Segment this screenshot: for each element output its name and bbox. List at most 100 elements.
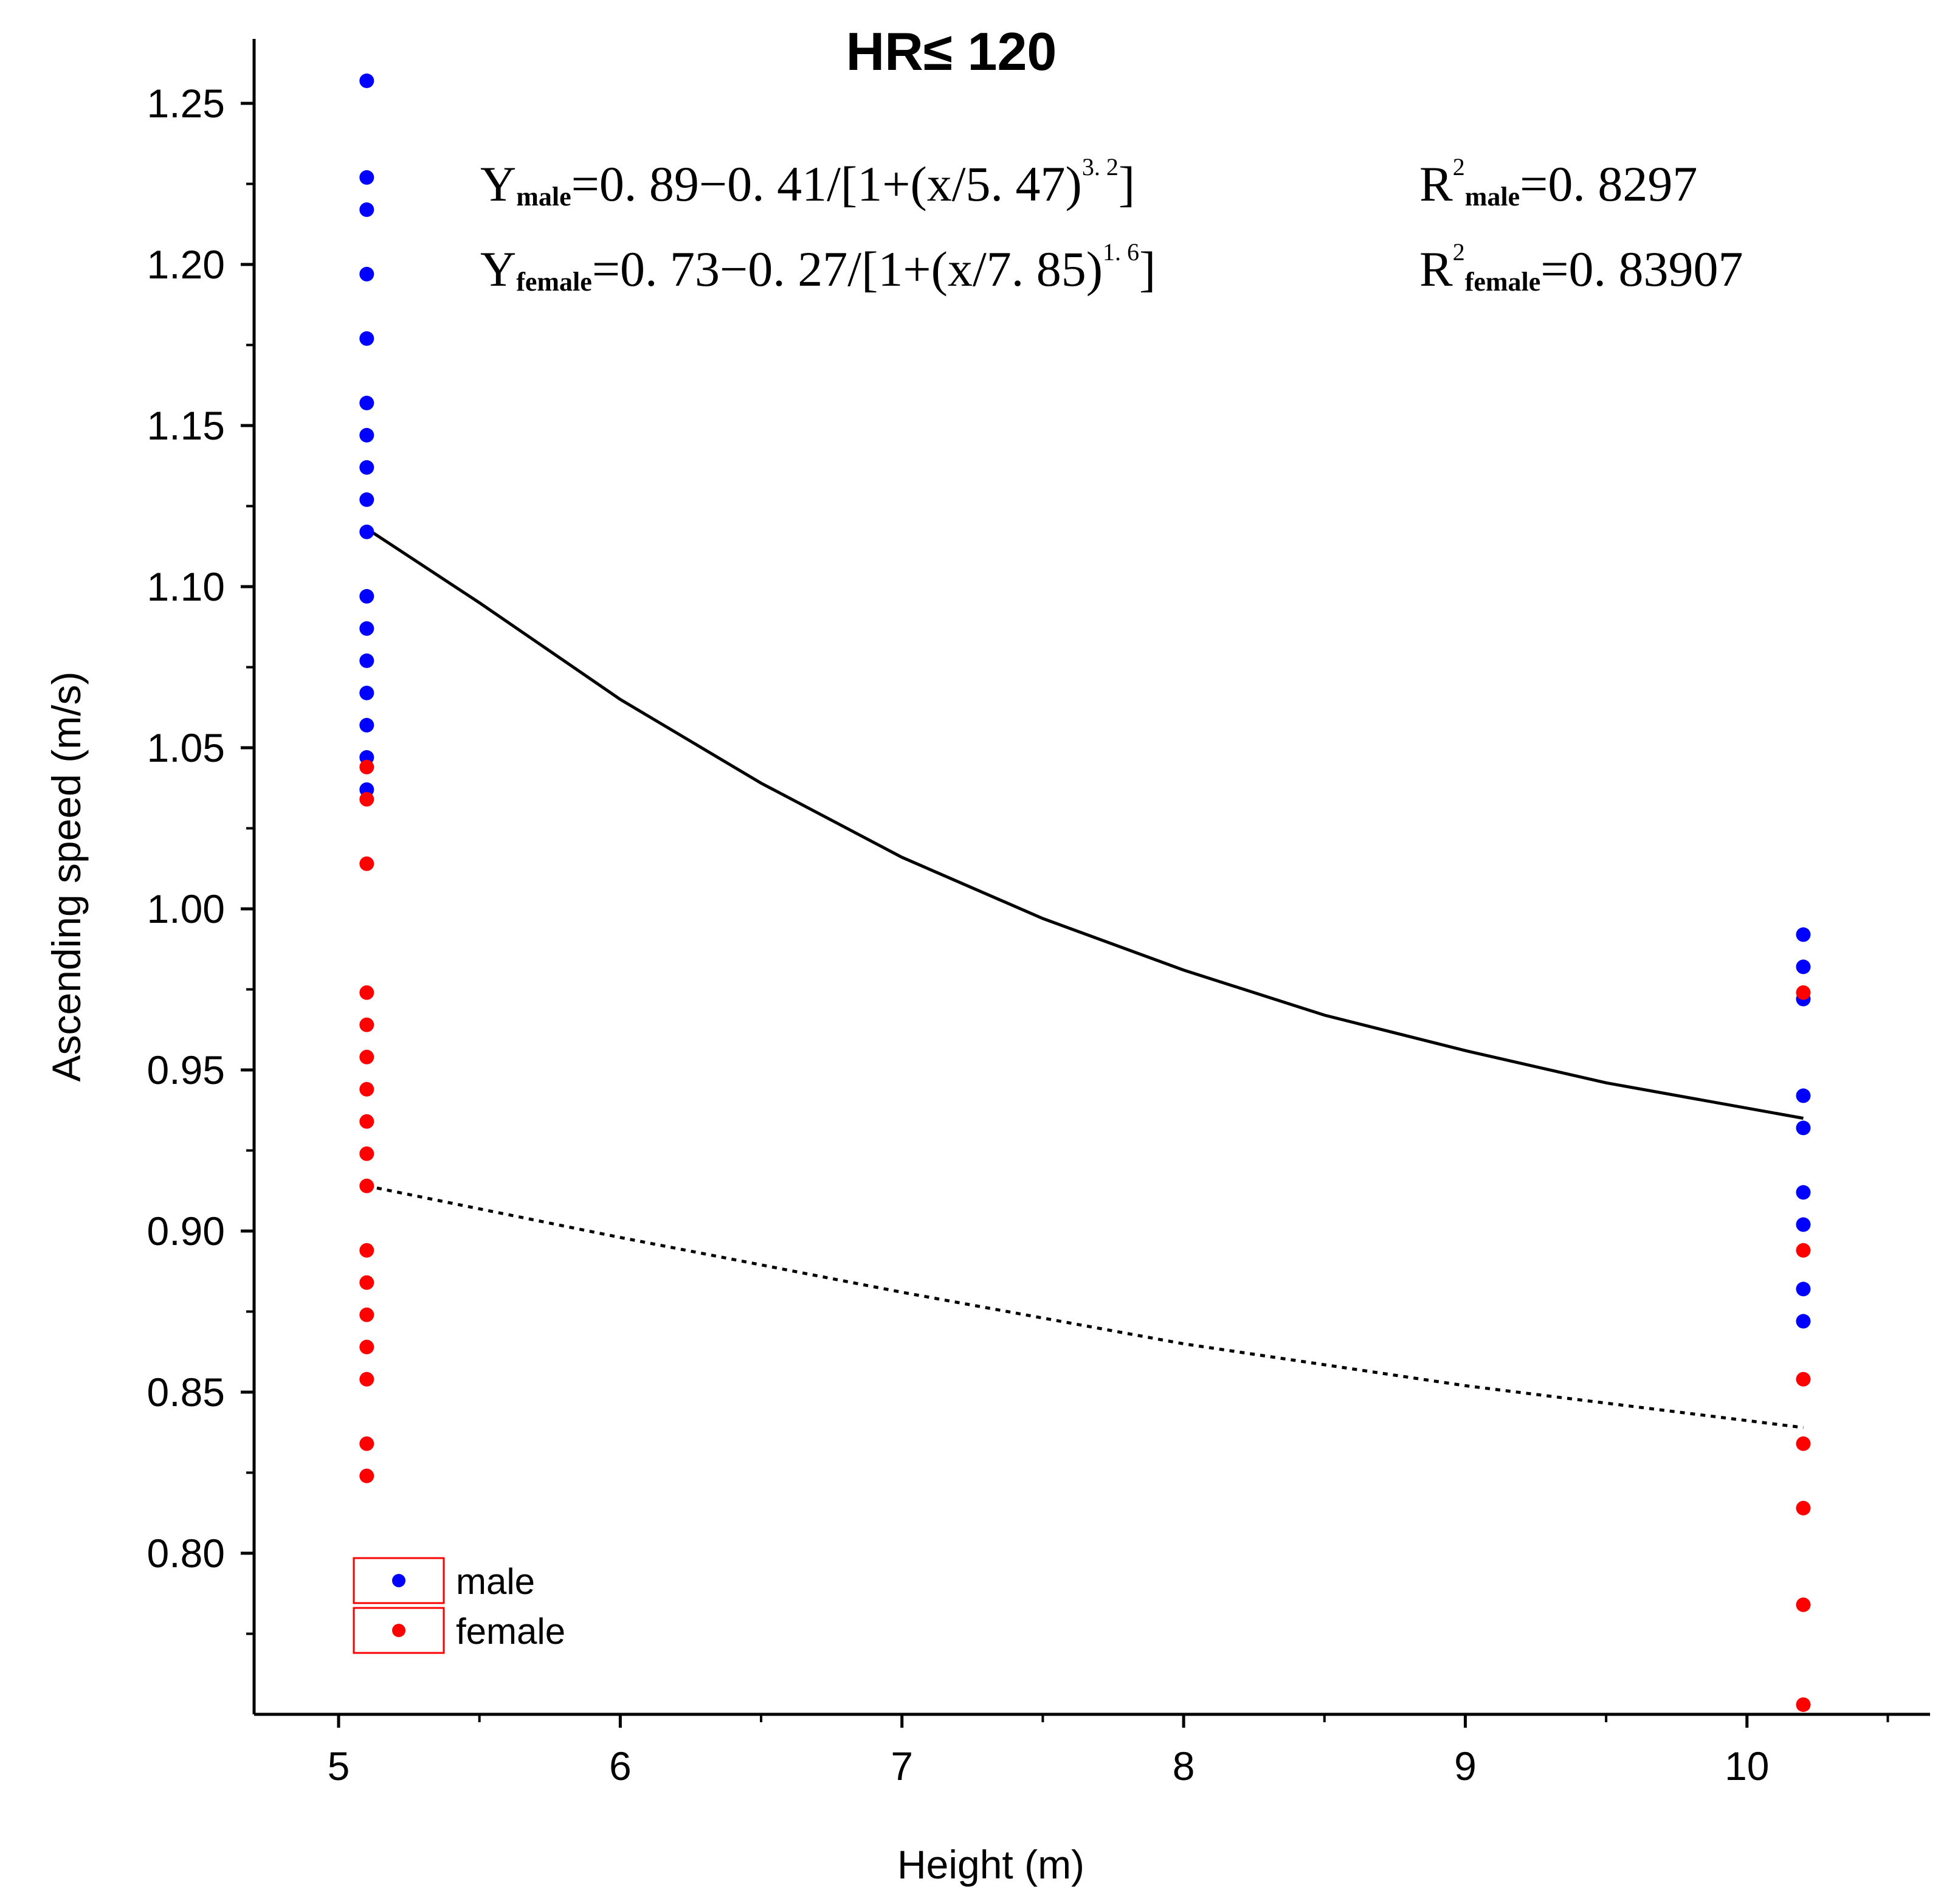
y-tick-label: 0.90	[147, 1209, 225, 1254]
male-point	[359, 621, 374, 636]
legend-label-male: male	[456, 1561, 535, 1602]
legend-box-female	[353, 1607, 445, 1654]
y-tick-label: 0.85	[147, 1370, 225, 1415]
female-point	[359, 1049, 374, 1064]
female-point	[359, 1178, 374, 1193]
male-point	[1796, 1120, 1811, 1136]
female-point	[359, 1371, 374, 1387]
female-point	[359, 792, 374, 807]
data-points	[359, 73, 1811, 1713]
chart-title: HR≤ 120	[846, 21, 1057, 81]
y-axis-ticks: 0.80 0.85 0.90 0.95 1.00 1.05 1.10 1.15 1.20 1.25	[147, 81, 254, 1635]
male-point	[359, 427, 374, 443]
female-point	[359, 856, 374, 871]
x-tick-label: 6	[609, 1744, 632, 1788]
x-axis-label: Height (m)	[897, 1842, 1084, 1887]
male-point	[359, 588, 374, 604]
y-tick-label: 1.25	[147, 81, 225, 126]
male-point	[1796, 1185, 1811, 1200]
male-point	[359, 492, 374, 507]
equation-male-tail: ]	[1119, 156, 1135, 212]
x-tick-label: 9	[1454, 1744, 1477, 1788]
female-point	[359, 1275, 374, 1290]
r2-male: R2male=0. 8297	[1419, 153, 1697, 212]
female-point	[1796, 1371, 1811, 1387]
female-point	[1796, 985, 1811, 1000]
legend-marker-female	[392, 1624, 405, 1637]
female-point	[359, 1243, 374, 1258]
y-tick-label: 1.10	[147, 564, 225, 609]
r2-female-sub: female	[1465, 267, 1541, 297]
legend-label-female: female	[456, 1611, 565, 1652]
equation-male-body: =0. 89−0. 41/[1+(x/5. 47)	[571, 156, 1082, 212]
female-point	[359, 1339, 374, 1354]
x-tick-label: 8	[1173, 1744, 1195, 1788]
female-point	[359, 759, 374, 774]
equation-female-tail: ]	[1139, 241, 1156, 297]
y-tick-label: 0.80	[147, 1531, 225, 1576]
equation-female: Yfemale=0. 73−0. 27/[1+(x/7. 85)1. 6]	[480, 238, 1156, 297]
male-point	[1796, 1088, 1811, 1103]
equation-male-sub: male	[516, 182, 571, 212]
male-point	[1796, 959, 1811, 974]
female-point	[359, 1436, 374, 1451]
male-point	[359, 653, 374, 668]
female-point	[1796, 1243, 1811, 1258]
r2-female-sup: 2	[1453, 238, 1465, 266]
legend-marker-male	[392, 1574, 405, 1587]
male-point	[359, 73, 374, 88]
r2-female: R2female=0. 83907	[1419, 238, 1743, 297]
female-point	[359, 1468, 374, 1483]
y-axis-label: Ascending speed (m/s)	[44, 672, 89, 1082]
r2-male-sub: male	[1465, 182, 1520, 212]
r2-female-body: =0. 83907	[1540, 241, 1743, 297]
male-point	[359, 202, 374, 217]
female-point	[1796, 1500, 1811, 1516]
r2-male-sup: 2	[1453, 153, 1465, 181]
male-point	[1796, 1314, 1811, 1329]
female-point	[359, 1017, 374, 1032]
equation-female-sub: female	[516, 267, 592, 297]
y-tick-label: 1.15	[147, 403, 225, 448]
male-point	[359, 331, 374, 346]
equation-female-lead: Y	[480, 241, 516, 297]
equation-male-lead: Y	[480, 156, 516, 212]
male-point	[1796, 927, 1811, 942]
male-point	[1796, 1217, 1811, 1232]
male-point	[359, 685, 374, 700]
male-point	[359, 395, 374, 410]
equation-male: Ymale=0. 89−0. 41/[1+(x/5. 47)3. 2]	[480, 153, 1135, 212]
female-point	[359, 1114, 374, 1129]
male-point	[359, 460, 374, 475]
male-point	[359, 717, 374, 733]
equation-female-sup: 1. 6	[1103, 238, 1139, 266]
r2-male-lead: R	[1419, 156, 1453, 212]
r2-female-lead: R	[1419, 241, 1453, 297]
female-point	[359, 1146, 374, 1161]
x-axis-ticks: 5 6 7 8 9 10	[328, 1714, 1889, 1788]
male-point	[359, 170, 374, 185]
equation-female-body: =0. 73−0. 27/[1+(x/7. 85)	[592, 241, 1103, 297]
female-point	[359, 1307, 374, 1322]
r2-male-body: =0. 8297	[1520, 156, 1697, 212]
y-tick-label: 1.20	[147, 242, 225, 287]
female-point	[359, 1081, 374, 1097]
legend-box-male	[353, 1557, 445, 1604]
female-point	[1796, 1697, 1811, 1713]
female-point	[359, 985, 374, 1000]
male-fit-curve	[365, 527, 1804, 1120]
x-tick-label: 5	[328, 1744, 350, 1788]
y-tick-label: 1.05	[147, 725, 225, 770]
male-point	[359, 524, 374, 539]
male-point	[359, 266, 374, 281]
legend: male female	[353, 1557, 565, 1654]
female-point	[1796, 1436, 1811, 1451]
y-tick-label: 0.95	[147, 1047, 225, 1092]
x-tick-label: 7	[891, 1744, 913, 1788]
female-point	[1796, 1597, 1811, 1612]
equation-male-sup: 3. 2	[1082, 153, 1119, 181]
x-tick-label: 10	[1725, 1744, 1769, 1788]
